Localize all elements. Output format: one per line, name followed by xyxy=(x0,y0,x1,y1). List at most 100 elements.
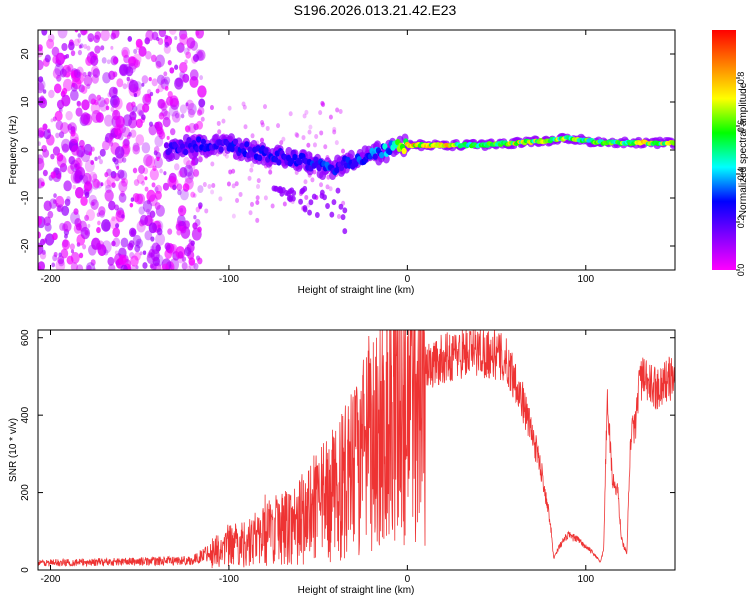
noise-blob xyxy=(184,177,194,190)
noise-blob xyxy=(135,238,144,249)
noise-blob xyxy=(42,89,47,94)
noise-blob xyxy=(76,158,82,165)
colorbar-tick-label: 0.2 xyxy=(736,216,746,229)
noise-blob xyxy=(295,132,300,138)
noise-blob xyxy=(164,242,171,251)
noise-blob xyxy=(134,244,141,253)
noise-blob xyxy=(111,215,116,222)
noise-blob xyxy=(82,244,87,250)
noise-blob xyxy=(210,189,215,195)
snr-series-line xyxy=(38,330,675,569)
noise-blob xyxy=(268,169,273,175)
noise-blob xyxy=(308,124,313,130)
spectrogram-y-tick-label: -10 xyxy=(20,190,31,205)
noise-blob xyxy=(96,227,101,234)
snr-plot: -200 -100 0 100 0 200 400 600 Height of straig… xyxy=(8,329,676,596)
noise-blob xyxy=(288,111,293,117)
noise-blob xyxy=(78,139,85,148)
noise-blob xyxy=(66,195,71,202)
snr-series xyxy=(38,330,675,569)
noise-blob xyxy=(307,129,312,135)
noise-blob xyxy=(38,44,43,52)
noise-blob xyxy=(112,56,119,65)
noise-blob xyxy=(192,168,199,177)
noise-blob xyxy=(112,156,117,163)
noise-blob xyxy=(86,265,92,270)
noise-blob xyxy=(193,262,199,270)
noise-blob xyxy=(105,105,110,111)
spectrogram-y-ticks: -20 -10 0 10 20 xyxy=(20,48,675,253)
spectrogram-x-label: Height of straight line (km) xyxy=(298,285,415,296)
snr-y-tick-label: 200 xyxy=(20,484,31,501)
noise-blob xyxy=(187,103,197,116)
noise-blob xyxy=(179,104,187,114)
spectrogram-ridge xyxy=(162,132,675,235)
noise-blob xyxy=(72,184,76,190)
ridge-core xyxy=(316,164,322,172)
ridge-branch xyxy=(342,207,348,214)
noise-blob xyxy=(81,99,90,111)
noise-blob xyxy=(53,251,58,258)
noise-blob xyxy=(260,122,265,128)
spectrogram-x-tick-label: -100 xyxy=(219,274,239,285)
spectrogram-y-tick-label: -20 xyxy=(20,238,31,253)
noise-blob xyxy=(168,104,179,117)
noise-blob xyxy=(56,205,62,212)
noise-blob xyxy=(56,154,67,168)
noise-blob xyxy=(75,107,83,117)
noise-blob xyxy=(187,170,195,180)
noise-blob xyxy=(276,123,281,129)
noise-blob xyxy=(250,133,255,139)
ridge-core xyxy=(292,153,298,161)
noise-blob xyxy=(90,55,99,66)
noise-blob xyxy=(130,255,139,267)
noise-blob xyxy=(57,30,68,39)
noise-blob xyxy=(94,45,101,54)
noise-blob xyxy=(63,180,72,192)
noise-blob xyxy=(38,97,48,109)
ridge-branch xyxy=(278,187,284,194)
noise-blob xyxy=(228,169,233,175)
noise-blob xyxy=(162,116,171,128)
noise-blob xyxy=(114,204,119,211)
noise-blob xyxy=(180,113,185,119)
noise-blob xyxy=(50,118,54,123)
noise-blob xyxy=(216,120,221,126)
noise-blob xyxy=(145,155,156,169)
noise-blob xyxy=(270,203,275,209)
noise-blob xyxy=(243,124,248,130)
noise-blob xyxy=(61,239,70,250)
noise-blob xyxy=(148,222,158,234)
ridge-core xyxy=(297,158,303,166)
noise-blob xyxy=(69,89,79,101)
noise-blob xyxy=(184,125,191,133)
noise-blob xyxy=(183,164,194,177)
ridge-branch xyxy=(308,199,314,206)
noise-blob xyxy=(156,227,163,236)
noise-blob xyxy=(301,135,306,141)
noise-blob xyxy=(158,30,167,38)
noise-blob xyxy=(157,98,165,109)
noise-blob xyxy=(227,105,232,111)
noise-blob xyxy=(38,76,44,83)
noise-blob xyxy=(202,182,207,188)
noise-blob xyxy=(199,75,204,81)
noise-blob xyxy=(149,91,154,97)
noise-blob xyxy=(314,133,319,139)
noise-blob xyxy=(101,219,111,232)
noise-blob xyxy=(104,114,114,127)
noise-blob xyxy=(141,142,151,154)
noise-blob xyxy=(231,183,236,189)
noise-blob xyxy=(51,232,58,241)
noise-blob xyxy=(149,210,156,219)
noise-blob xyxy=(249,167,254,173)
noise-blob xyxy=(79,43,84,49)
noise-blob xyxy=(75,186,84,199)
ridge-branch xyxy=(311,193,317,200)
noise-blob xyxy=(42,148,50,158)
noise-blob xyxy=(255,217,260,223)
ridge-branch xyxy=(340,214,346,221)
noise-blob xyxy=(138,165,146,175)
ridge-core xyxy=(218,146,224,153)
noise-blob xyxy=(248,210,253,216)
